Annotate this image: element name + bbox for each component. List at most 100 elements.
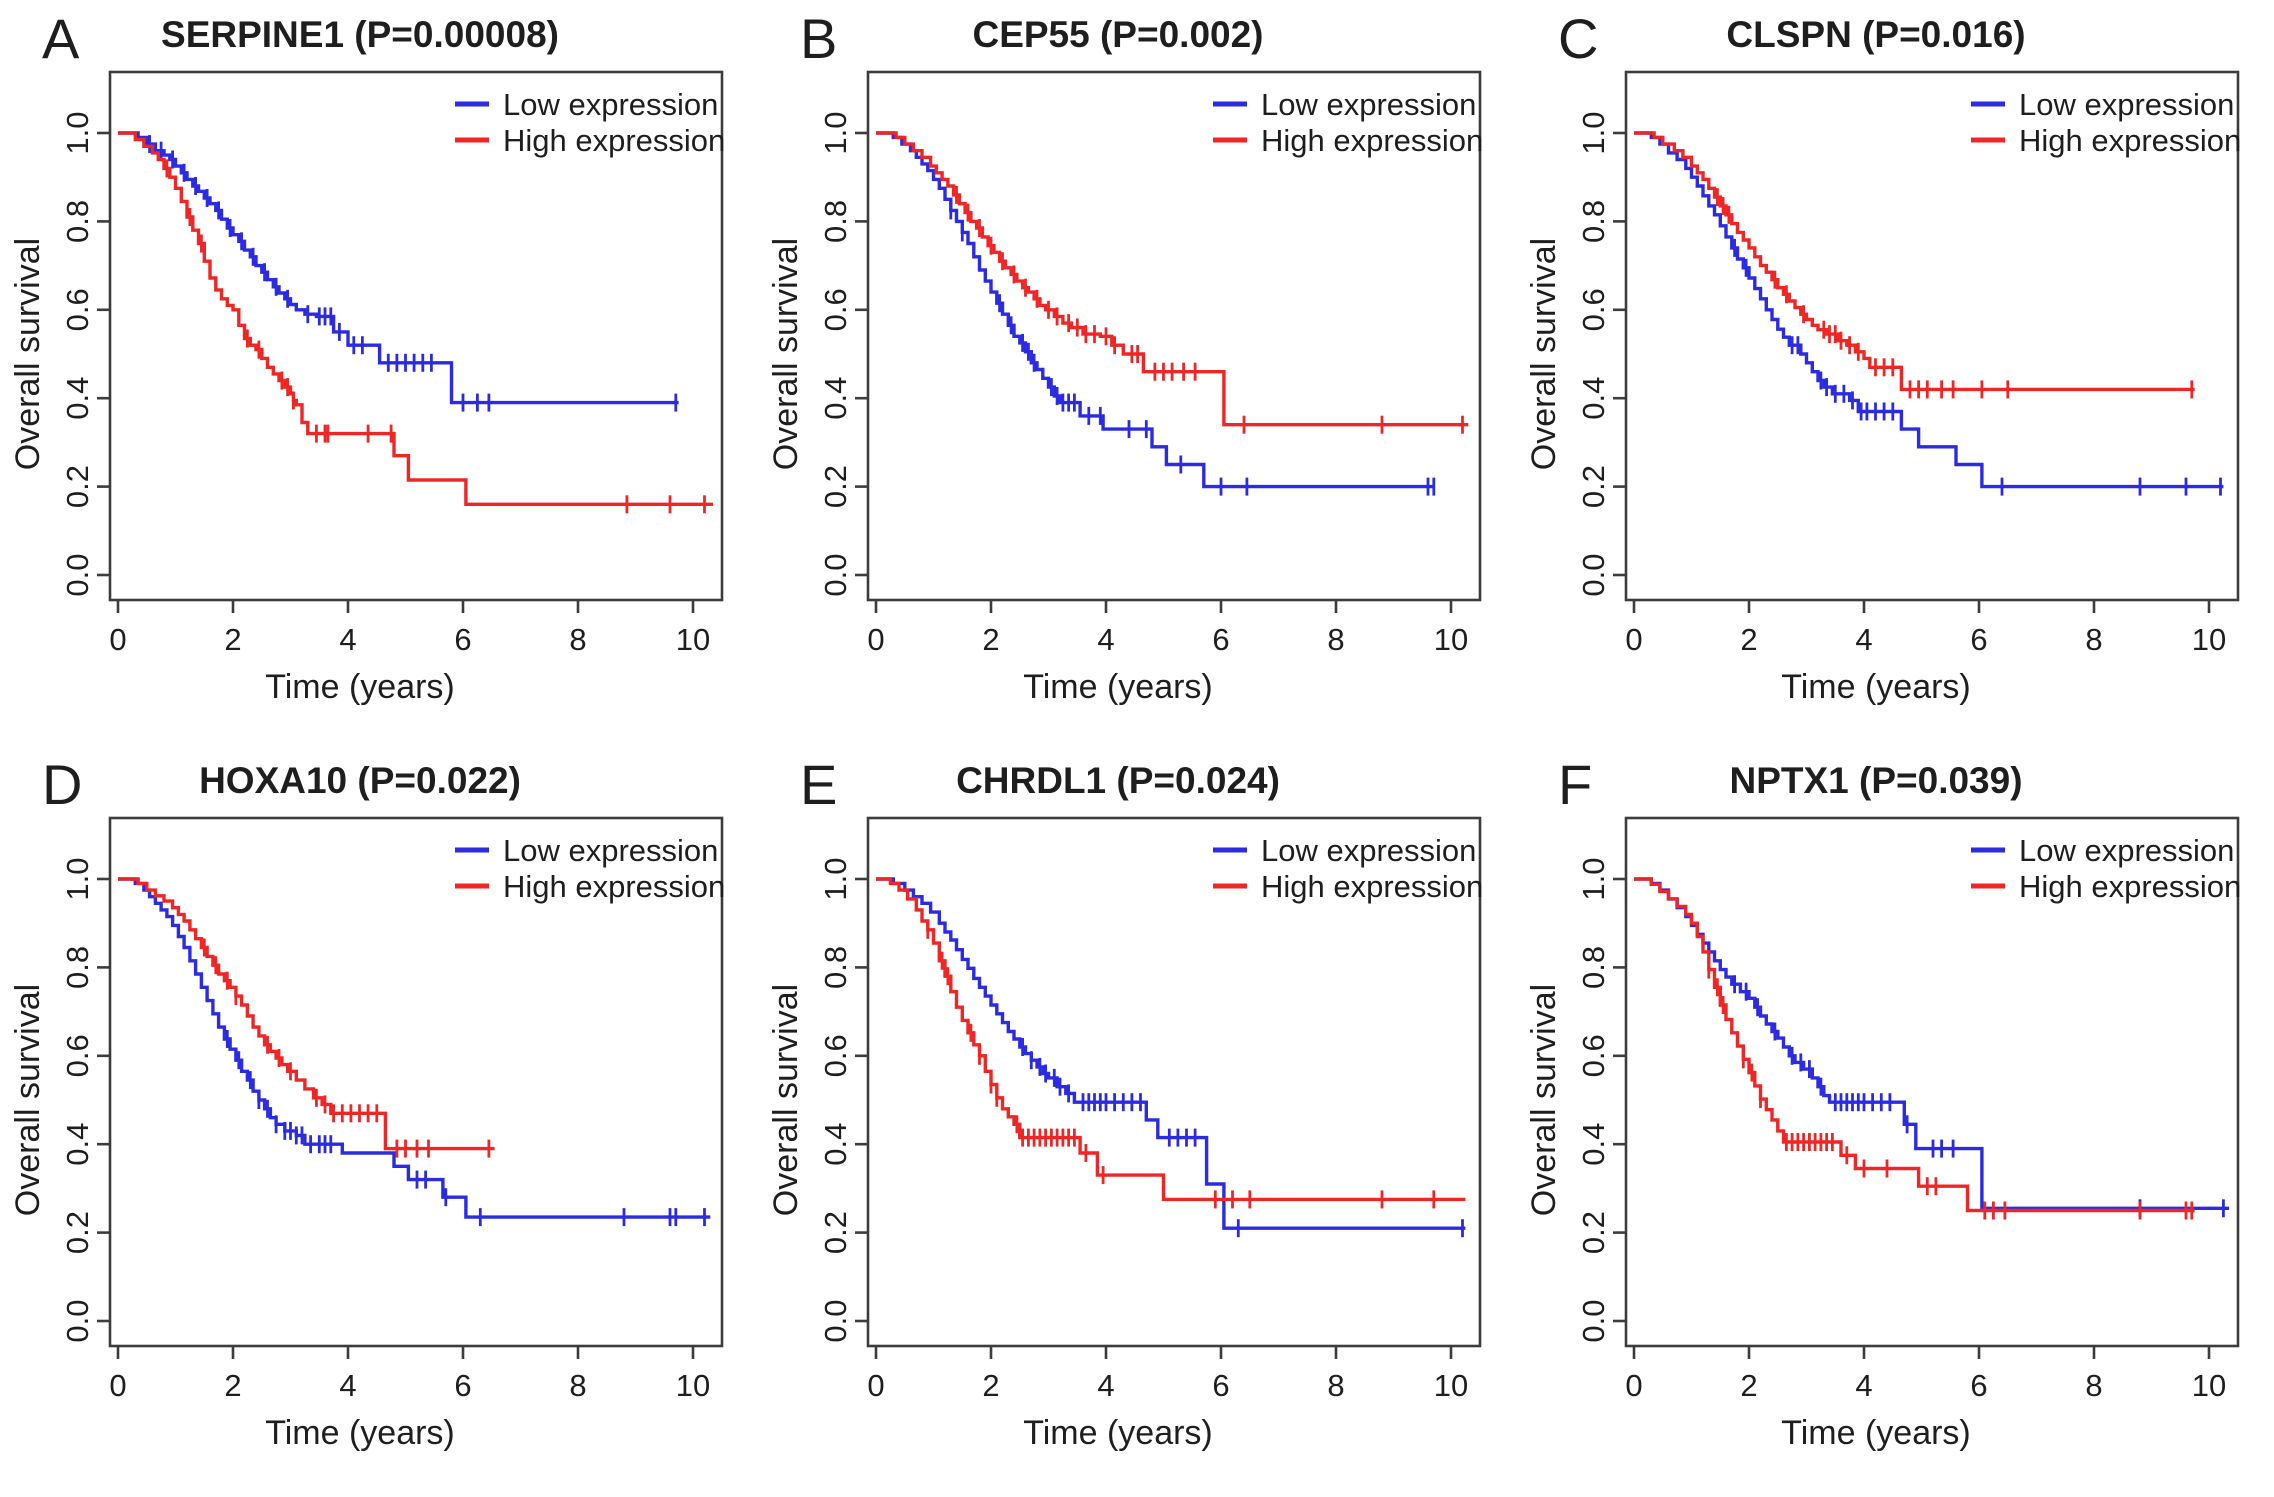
y-tick-label: 0.8: [60, 200, 95, 243]
panel-letter: A: [42, 7, 80, 70]
y-tick-label: 0.4: [818, 1123, 853, 1166]
y-tick-label: 0.4: [60, 377, 95, 420]
legend-label-high: High expression: [503, 869, 725, 904]
plot-box: [866, 70, 1482, 602]
plot-box: [866, 816, 1482, 1348]
y-tick-label: 0.6: [818, 1034, 853, 1077]
km-curve-high: [876, 877, 1466, 1202]
x-tick-label: 4: [1097, 622, 1114, 657]
panel-letter: F: [1558, 753, 1592, 816]
y-tick-label: 0.2: [1576, 1211, 1611, 1254]
y-axis-title: Overall survival: [1525, 238, 1563, 470]
legend-label-low: Low expression: [2019, 833, 2234, 868]
y-tick-label: 0.2: [60, 1211, 95, 1254]
y-tick-label: 1.0: [60, 857, 95, 900]
km-curve-high: [876, 131, 1469, 427]
y-tick-label: 0.8: [1576, 946, 1611, 989]
km-curve-low: [1634, 877, 2230, 1210]
x-tick-label: 0: [1625, 622, 1642, 657]
y-axis-title: Overall survival: [9, 984, 47, 1216]
x-tick-label: 6: [1970, 622, 1987, 657]
y-tick-label: 1.0: [60, 111, 95, 154]
x-tick-label: 2: [1740, 1368, 1757, 1403]
x-tick-label: 8: [2085, 622, 2102, 657]
y-tick-label: 1.0: [1576, 111, 1611, 154]
panel-B: B CEP55 (P=0.002) 0 2 4 6 8 10 0.0 0.2 0.4 0.6 0.8 1.…: [758, 0, 1516, 746]
y-tick-label: 0.0: [60, 553, 95, 596]
km-plot-CEP55: B CEP55 (P=0.002) 0 2 4 6 8 10 0.0 0.2 0.4 0.6 0.8 1.…: [767, 7, 1483, 706]
legend-label-low: Low expression: [2019, 87, 2234, 122]
legend-label-high: High expression: [1261, 123, 1483, 158]
x-tick-label: 2: [982, 1368, 999, 1403]
x-tick-label: 0: [1625, 1368, 1642, 1403]
x-axis-title: Time (years): [265, 668, 455, 706]
x-tick-label: 10: [676, 622, 710, 657]
y-tick-label: 0.8: [60, 946, 95, 989]
x-tick-label: 8: [2085, 1368, 2102, 1403]
x-tick-label: 8: [1327, 1368, 1344, 1403]
y-tick-label: 0.2: [818, 1211, 853, 1254]
legend-label-high: High expression: [503, 123, 725, 158]
panel-title: CLSPN (P=0.016): [1726, 14, 2025, 55]
y-tick-label: 0.0: [60, 1299, 95, 1342]
panel-E: E CHRDL1 (P=0.024) 0 2 4 6 8 10 0.0 0.2 0.4 0.6 0.8 1…: [758, 746, 1516, 1492]
km-plot-CLSPN: C CLSPN (P=0.016) 0 2 4 6 8 10 0.0 0.2 0.4 0.6 0.8 1.…: [1525, 7, 2241, 706]
y-axis-title: Overall survival: [767, 984, 805, 1216]
km-curve-low: [1634, 131, 2224, 489]
x-tick-label: 4: [1097, 1368, 1114, 1403]
panel-F: F NPTX1 (P=0.039) 0 2 4 6 8 10 0.0 0.2 0.4 0.6 0.8 1.…: [1516, 746, 2274, 1492]
y-tick-label: 0.8: [1576, 200, 1611, 243]
km-curve-high: [1634, 877, 2195, 1213]
legend-label-high: High expression: [2019, 869, 2241, 904]
plot-box: [108, 70, 724, 602]
x-tick-label: 6: [1212, 1368, 1229, 1403]
y-tick-label: 0.0: [818, 1299, 853, 1342]
panel-A: A SERPINE1 (P=0.00008) 0 2 4 6 8 10 0.0 0.2 0.4 0.6…: [0, 0, 758, 746]
km-curve-low: [118, 131, 679, 405]
legend-label-low: Low expression: [1261, 833, 1476, 868]
y-tick-label: 0.6: [1576, 1034, 1611, 1077]
x-tick-label: 10: [2192, 622, 2226, 657]
x-tick-label: 0: [109, 1368, 126, 1403]
km-curve-high: [118, 877, 495, 1151]
plot-box: [1624, 70, 2240, 602]
y-tick-label: 0.6: [60, 288, 95, 331]
panel-letter: C: [1558, 7, 1598, 70]
legend-label-high: High expression: [2019, 123, 2241, 158]
y-tick-label: 0.2: [1576, 465, 1611, 508]
plot-box: [108, 816, 724, 1348]
panel-title: HOXA10 (P=0.022): [199, 760, 521, 801]
panel-title: SERPINE1 (P=0.00008): [161, 14, 559, 55]
x-tick-label: 8: [569, 1368, 586, 1403]
x-axis-title: Time (years): [1023, 668, 1213, 706]
plot-box: [1624, 816, 2240, 1348]
y-tick-label: 0.6: [60, 1034, 95, 1077]
x-tick-label: 4: [1855, 622, 1872, 657]
km-curve-low: [876, 877, 1466, 1230]
legend-label-low: Low expression: [503, 87, 718, 122]
panel-C: C CLSPN (P=0.016) 0 2 4 6 8 10 0.0 0.2 0.4 0.6 0.8 1.…: [1516, 0, 2274, 746]
y-tick-label: 0.0: [818, 553, 853, 596]
x-tick-label: 8: [569, 622, 586, 657]
x-tick-label: 0: [867, 622, 884, 657]
y-tick-label: 0.6: [818, 288, 853, 331]
y-axis-title: Overall survival: [1525, 984, 1563, 1216]
y-tick-label: 0.4: [60, 1123, 95, 1166]
x-tick-label: 2: [224, 1368, 241, 1403]
y-tick-label: 0.8: [818, 946, 853, 989]
y-tick-label: 0.0: [1576, 1299, 1611, 1342]
y-tick-label: 0.4: [1576, 377, 1611, 420]
panel-title: CEP55 (P=0.002): [972, 14, 1263, 55]
km-curve-high: [118, 131, 714, 506]
y-tick-label: 1.0: [818, 111, 853, 154]
panel-letter: E: [800, 753, 837, 816]
km-curve-high: [1634, 131, 2195, 392]
x-axis-title: Time (years): [1781, 1414, 1971, 1452]
x-tick-label: 0: [109, 622, 126, 657]
km-curve-low: [876, 131, 1434, 489]
y-tick-label: 1.0: [818, 857, 853, 900]
x-tick-label: 4: [1855, 1368, 1872, 1403]
x-tick-label: 6: [454, 622, 471, 657]
y-tick-label: 0.4: [818, 377, 853, 420]
